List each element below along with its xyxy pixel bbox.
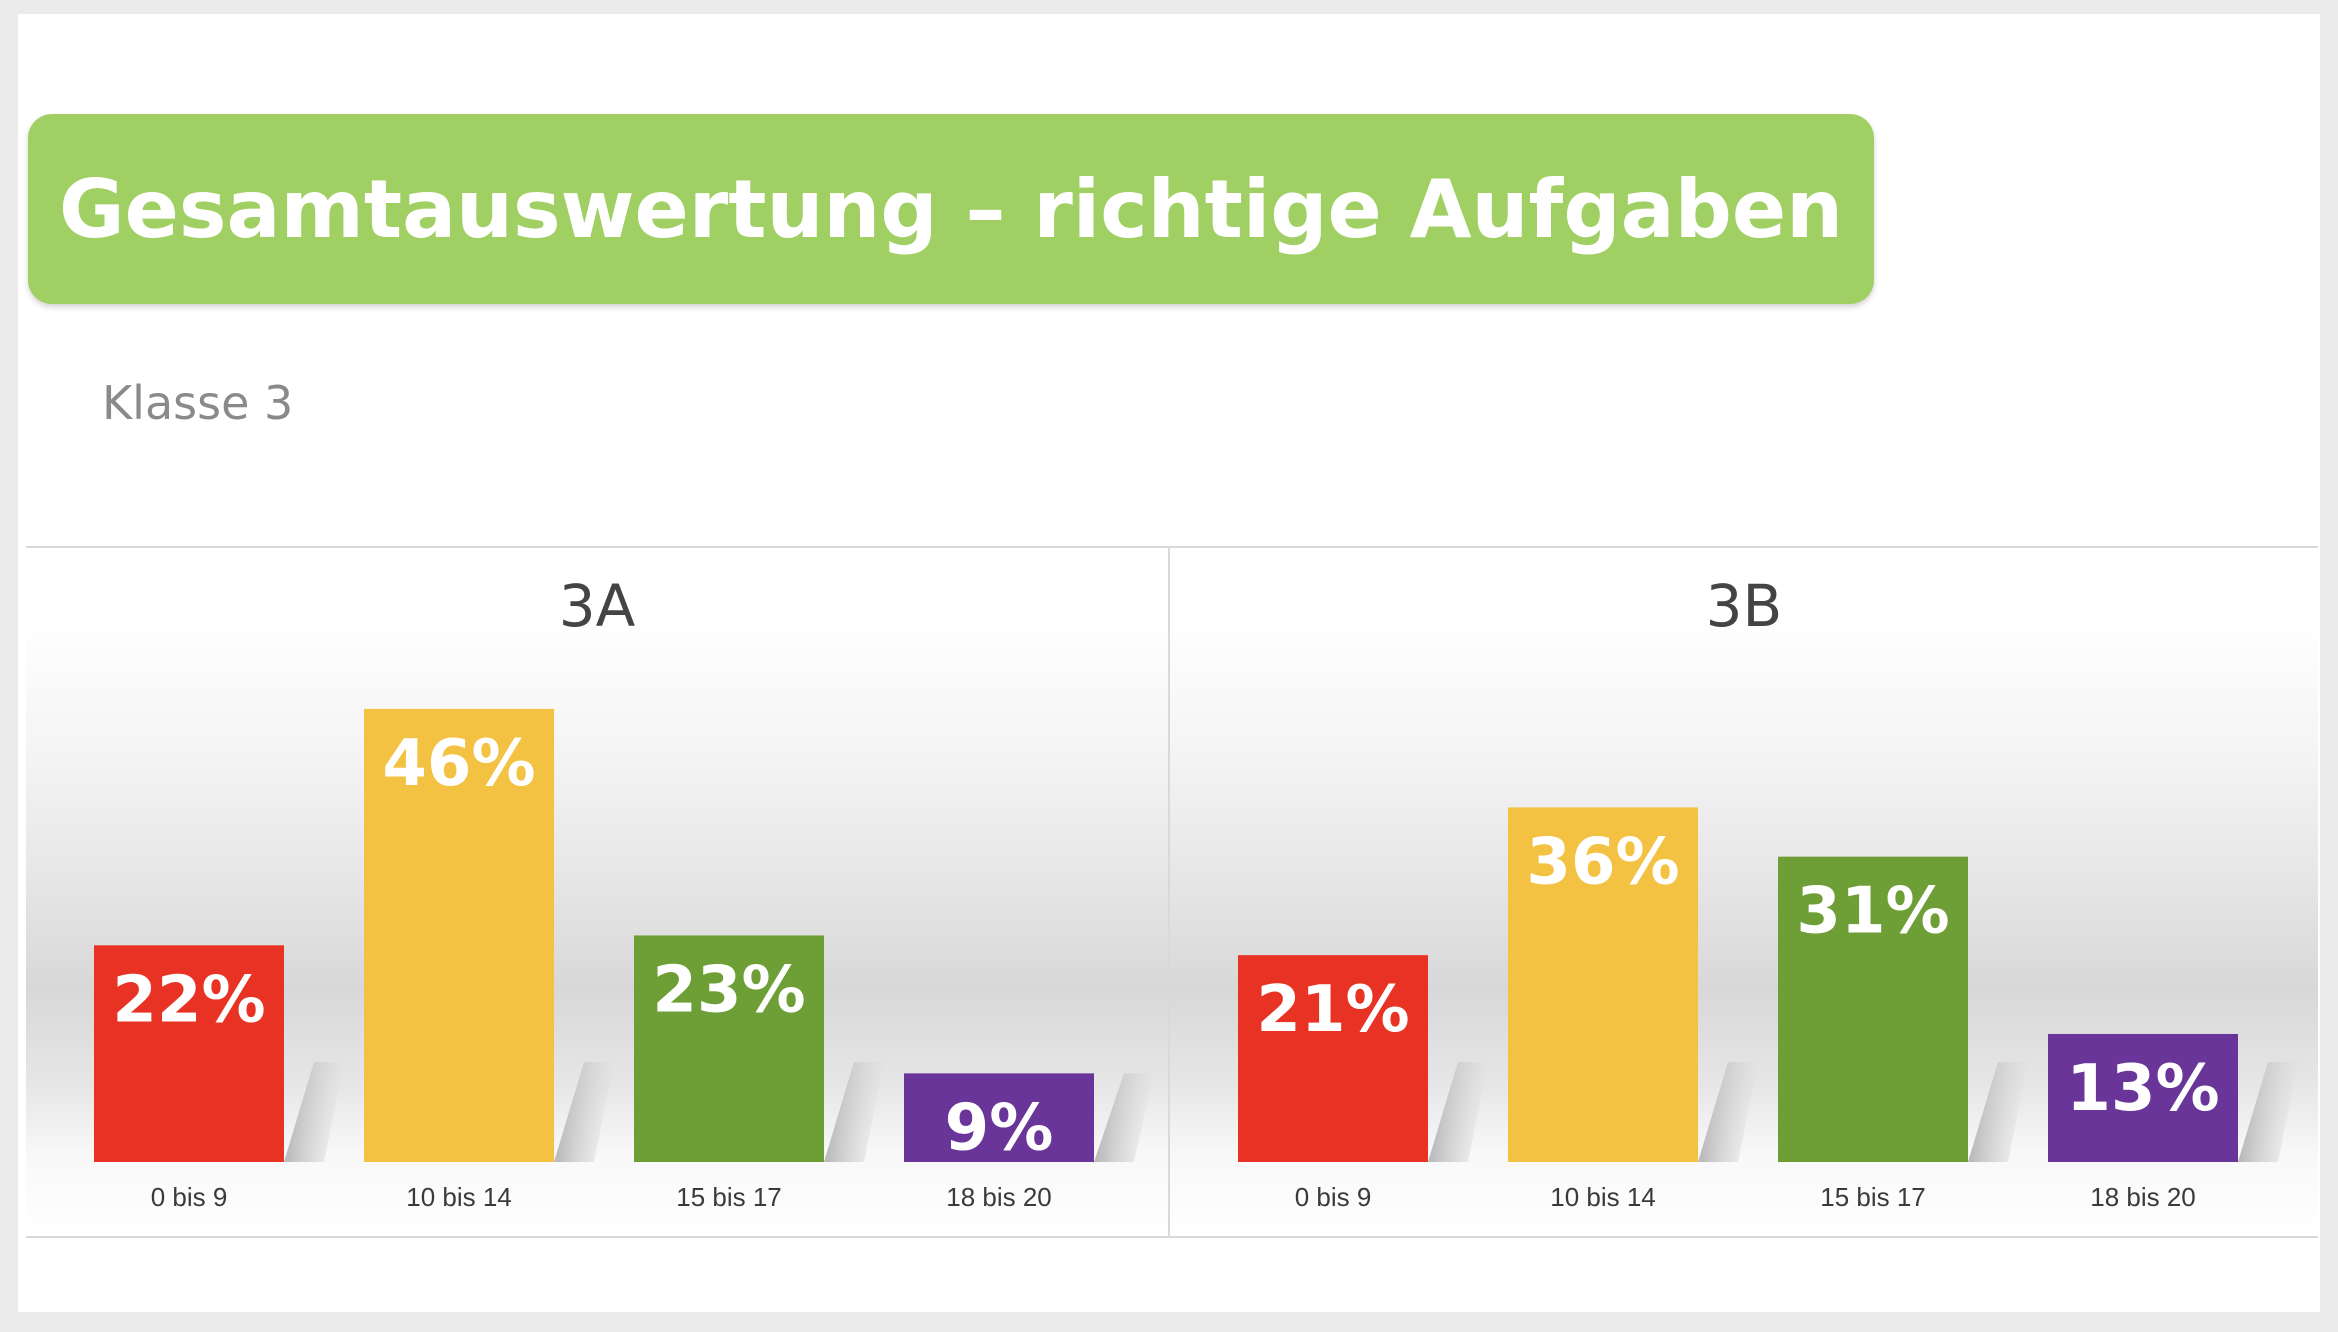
bar-shadow (824, 1062, 884, 1162)
data-label: 22% (112, 963, 265, 1037)
data-label: 13% (2066, 1052, 2219, 1126)
chart-title: 3B (1705, 572, 1783, 640)
category-label: 0 bis 9 (151, 1182, 228, 1212)
category-label: 10 bis 14 (1550, 1182, 1656, 1212)
bar-shadow (554, 1062, 614, 1162)
bar (1238, 955, 1428, 1162)
data-label: 31% (1796, 875, 1949, 949)
subtitle: Klasse 3 (102, 376, 294, 430)
bar-chart-3a: 22% 0 bis 9 46% 10 bis 14 23% 15 bis 17 9% 18 b… (94, 708, 1154, 1212)
category-label: 10 bis 14 (406, 1182, 512, 1212)
category-label: 18 bis 20 (946, 1182, 1052, 1212)
chart-panel-3b: 3B 21% 0 bis 9 36% 10 bis 14 31% 15 bis 17 13%… (1170, 546, 2318, 1238)
data-label: 23% (652, 953, 805, 1027)
bar (904, 1073, 1094, 1162)
data-label: 9% (945, 1091, 1054, 1165)
bar-shadow (1968, 1062, 2028, 1162)
bar (1508, 807, 1698, 1162)
bar (364, 708, 554, 1162)
bar (1778, 856, 1968, 1162)
page-title: Gesamtauswertung – richtige Aufgaben (58, 162, 1844, 256)
title-banner: Gesamtauswertung – richtige Aufgaben (28, 114, 1874, 304)
bar-shadow (1094, 1073, 1154, 1162)
bar (634, 935, 824, 1162)
chart-title: 3A (558, 572, 636, 640)
category-label: 0 bis 9 (1295, 1182, 1372, 1212)
bar-chart-3b: 21% 0 bis 9 36% 10 bis 14 31% 15 bis 17 13% 18 … (1238, 807, 2298, 1212)
data-label: 21% (1256, 973, 1409, 1047)
bar-shadow (2238, 1062, 2298, 1162)
data-label: 46% (382, 727, 535, 801)
category-label: 15 bis 17 (1820, 1182, 1926, 1212)
data-label: 36% (1526, 825, 1679, 899)
category-label: 15 bis 17 (676, 1182, 782, 1212)
bar (2048, 1033, 2238, 1162)
chart-panel-3a: 3A 22% 0 bis 9 46% 10 bis 14 23% 15 bis 17 9% 1… (26, 546, 1170, 1238)
bar-shadow (1698, 1062, 1758, 1162)
category-label: 18 bis 20 (2090, 1182, 2196, 1212)
bar-shadow (284, 1062, 344, 1162)
bar-shadow (1428, 1062, 1488, 1162)
bar (94, 945, 284, 1162)
